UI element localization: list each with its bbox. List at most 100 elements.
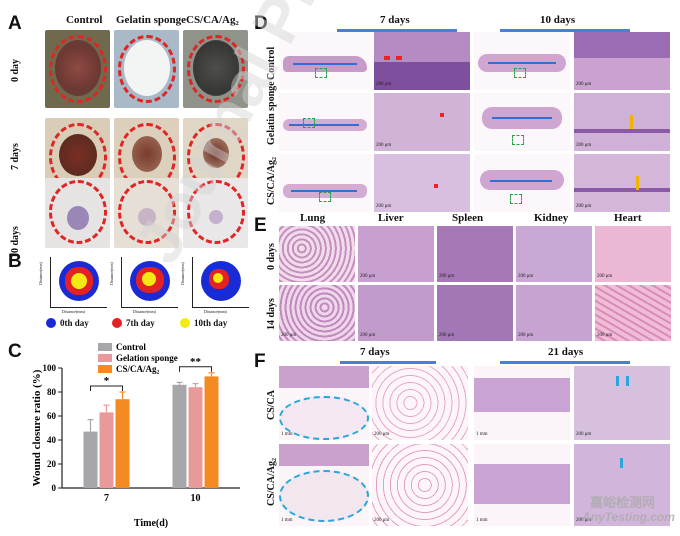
panel-label-b: B (8, 251, 22, 272)
legend-label-day7: 7th day (126, 318, 155, 328)
contour-ylabel-3: Distance(mm) (180, 262, 185, 285)
chart-significance-bracket (179, 366, 212, 372)
chart-y-tick-label: 0 (52, 483, 57, 493)
legend-label-day0: 0th day (60, 318, 89, 328)
chart-x-label: Time(d) (134, 518, 168, 529)
organ-header-lung: Lung (300, 212, 326, 224)
chart-significance-bracket (90, 385, 123, 391)
panel-f-time-7days: 7 days (360, 346, 390, 358)
scale-label: 200 μm (576, 518, 592, 523)
histology-f-cscaag-21d-overview: 1 mm (474, 444, 570, 526)
panel-a-row-0day: 0 day (10, 58, 21, 82)
panel-d-time-10days: 10 days (540, 14, 576, 26)
panel-e-row-14days: 14 days (266, 298, 277, 330)
histology-f-cscaag-21d-detail: 200 μm (574, 444, 670, 526)
scale-label: 200 μm (576, 432, 592, 437)
scale-label: 200 μm (376, 143, 392, 148)
panel-d-row-cscaag: CS/CA/Ag₂ (266, 156, 277, 205)
wound-photo-cscaag-0d (183, 30, 248, 108)
scale-label: 200 μm (439, 274, 455, 279)
wound-photo-control-0d (45, 30, 110, 108)
chart-bar (115, 399, 130, 488)
histology-d-gelatin-10d-overview (474, 93, 570, 151)
panel-d-row-gelatin: Gelatin sponge (266, 81, 277, 145)
panel-f-time-bar-21days (500, 361, 630, 364)
histology-f-csca-7d-overview: 1 mm (279, 366, 369, 440)
histology-f-csca-21d-detail: 200 μm (574, 366, 670, 440)
legend-dot-day10 (180, 318, 190, 328)
panel-f-time-21days: 21 days (548, 346, 584, 358)
panel-a-col-control: Control (66, 14, 103, 26)
panel-label-c: C (8, 341, 22, 362)
contour-plot-cscaag (192, 257, 249, 308)
histology-e-kidney-0d: 200 μm (516, 226, 592, 282)
contour-xlabel-1: Distance(mm) (62, 309, 85, 314)
organ-header-liver: Liver (378, 212, 404, 224)
chart-bar (188, 387, 203, 488)
histology-d-gelatin-7d-overview (279, 93, 371, 151)
panel-a-row-7days: 7 days (10, 143, 21, 170)
scale-label: 200 μm (374, 518, 390, 523)
histology-d-cscaag-7d-detail: 200 μm (374, 154, 470, 212)
contour-plot-gelatin (121, 257, 178, 308)
histology-d-control-7d-detail: 200 μm (374, 32, 470, 90)
scale-label: 200 μm (439, 333, 455, 338)
chart-y-label: Wound closure ratio (%) (31, 369, 43, 486)
scale-label: 200 μm (360, 333, 376, 338)
scale-label: 200 μm (376, 204, 392, 209)
chart-x-tick-label: 10 (191, 493, 201, 504)
contour-ylabel-1: Distance(mm) (38, 262, 43, 285)
wound-photo-control-10d (45, 178, 110, 248)
panel-f-row-csca: CS/CA (266, 389, 277, 420)
scale-label: 200 μm (376, 82, 392, 87)
scale-label: 200 μm (576, 204, 592, 209)
histology-d-gelatin-7d-detail: 200 μm (374, 93, 470, 151)
scale-label: 200 μm (281, 333, 297, 338)
chart-bar (99, 412, 114, 488)
histology-d-cscaag-10d-detail: 200 μm (574, 154, 670, 212)
histology-f-csca-7d-detail: 200 μm (372, 366, 468, 440)
chart-y-tick-label: 80 (47, 387, 57, 397)
panel-label-f: F (254, 351, 266, 372)
chart-significance-label: * (104, 375, 110, 387)
histology-f-cscaag-7d-overview: 1 mm (279, 444, 369, 526)
panel-d-time-bar-7days (337, 29, 457, 32)
histology-e-kidney-14d: 200 μm (516, 285, 592, 341)
scale-label-small: 1 mm (281, 518, 293, 523)
contour-xlabel-3: Distance(mm) (204, 309, 227, 314)
contour-ylabel-2: Distance(mm) (109, 262, 114, 285)
histology-e-liver-14d: 200 μm (358, 285, 434, 341)
wound-photo-gelatin-0d (114, 30, 179, 108)
scale-label: 200 μm (374, 432, 390, 437)
histology-e-heart-0d: 200 μm (595, 226, 671, 282)
contour-xlabel-2: Distance(mm) (133, 309, 156, 314)
histology-f-csca-21d-overview: 1 mm (474, 366, 570, 440)
histology-d-gelatin-10d-detail: 200 μm (574, 93, 670, 151)
legend-dot-day0 (46, 318, 56, 328)
contour-plot-control (50, 257, 107, 308)
wound-photo-gelatin-10d (114, 178, 179, 248)
chart-legend-label: Control (116, 342, 146, 352)
histology-e-spleen-14d: 200 μm (437, 285, 513, 341)
histology-d-cscaag-7d-overview (279, 154, 371, 212)
histology-e-lung-14d: 200 μm (279, 285, 355, 341)
histology-d-cscaag-10d-overview (474, 154, 570, 212)
histology-e-heart-14d: 200 μm (595, 285, 671, 341)
scale-label-small: 1 mm (476, 518, 488, 523)
histology-e-spleen-0d: 200 μm (437, 226, 513, 282)
panel-label-d: D (254, 13, 268, 34)
chart-y-tick-label: 40 (47, 435, 57, 445)
scale-label: 200 μm (360, 274, 376, 279)
histology-d-control-7d-overview (279, 32, 371, 90)
histology-e-lung-0d (279, 226, 355, 282)
legend-label-day10: 10th day (194, 318, 228, 328)
panel-a-col-gelatin: Gelatin sponge (116, 14, 186, 26)
panel-f-row-cscaag: CS/CA/Ag₂ (266, 457, 277, 506)
chart-bar (204, 376, 219, 488)
histology-d-control-10d-overview (474, 32, 570, 90)
scale-label-small: 1 mm (476, 432, 488, 437)
panel-d-time-bar-10days (500, 29, 630, 32)
scale-label-small: 1 mm (281, 432, 293, 437)
chart-legend-swatch (98, 365, 112, 373)
scale-label: 200 μm (597, 274, 613, 279)
